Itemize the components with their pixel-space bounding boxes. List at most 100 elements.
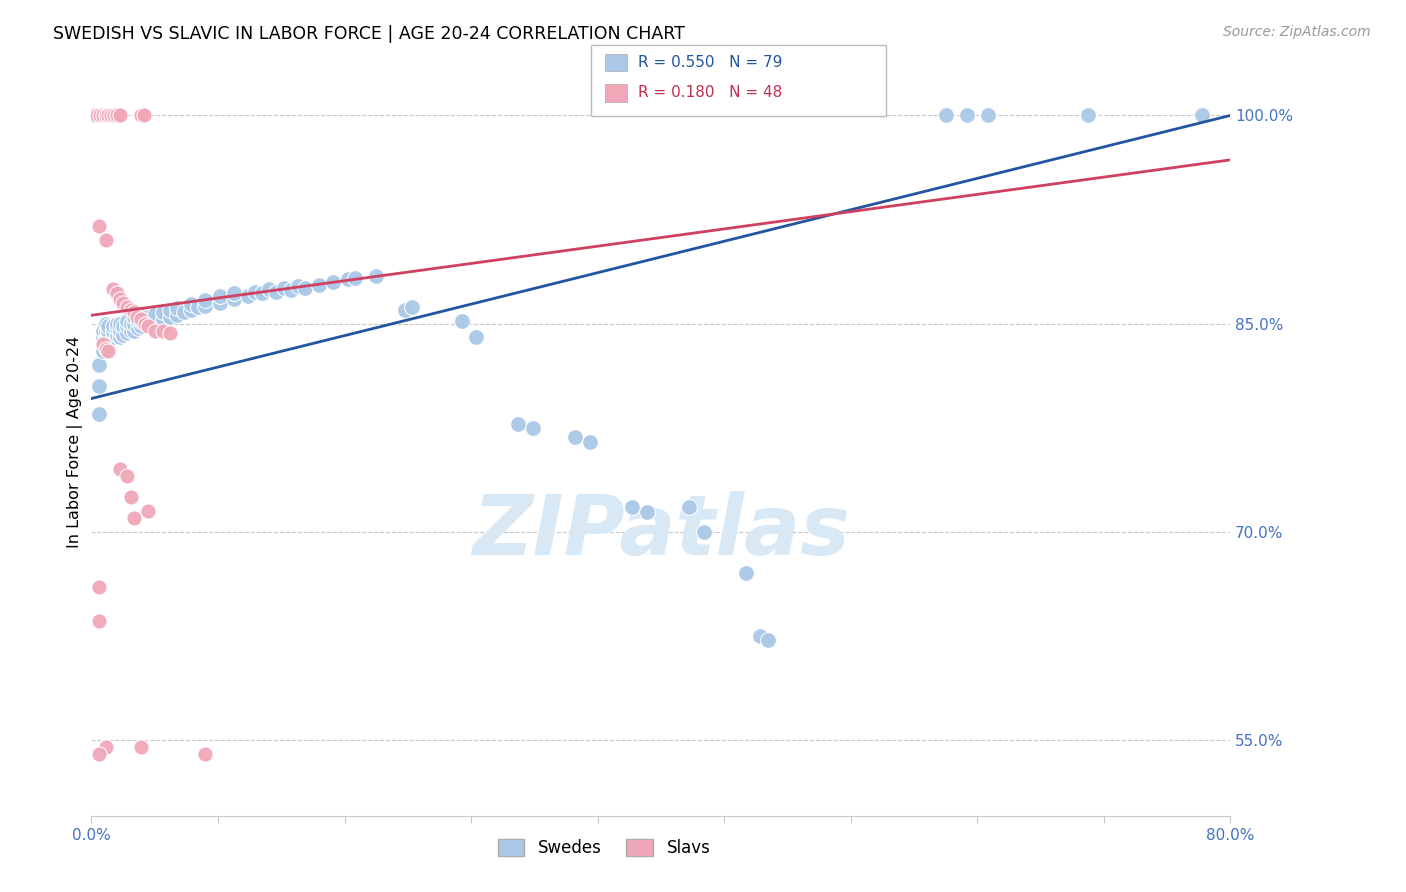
Point [120, 302, 142, 317]
Point [105, 286, 128, 301]
Point [294, 280, 316, 294]
Point [125, 310, 148, 324]
Point [87, 747, 110, 761]
Text: R = 0.180   N = 48: R = 0.180 N = 48 [638, 86, 783, 100]
Point [735, 566, 758, 581]
Point [91, 108, 114, 122]
Point [122, 305, 145, 319]
Point [508, 417, 530, 431]
Point [105, 317, 128, 331]
Point [94, 317, 117, 331]
Point [101, 324, 124, 338]
Point [208, 289, 231, 303]
Point [115, 314, 138, 328]
Point [86, 108, 108, 122]
Point [259, 282, 281, 296]
Point [138, 319, 160, 334]
Point [145, 324, 167, 338]
Point [94, 324, 117, 338]
Point [187, 300, 209, 314]
Point [115, 300, 138, 314]
Point [243, 285, 266, 299]
Point [94, 330, 117, 344]
Point [94, 108, 117, 122]
Point [100, 108, 122, 122]
Point [91, 330, 114, 344]
Point [194, 747, 217, 761]
Point [578, 434, 600, 449]
Point [97, 319, 120, 334]
Point [134, 317, 156, 331]
Point [152, 305, 174, 319]
Point [692, 524, 714, 539]
Point [364, 269, 387, 284]
Point [129, 108, 152, 122]
Point [564, 430, 586, 444]
Point [87, 407, 110, 421]
Point [180, 297, 202, 311]
Point [450, 314, 472, 328]
Point [636, 505, 658, 519]
Point [336, 272, 359, 286]
Point [129, 319, 152, 334]
Point [308, 277, 330, 292]
Point [343, 270, 366, 285]
Point [105, 327, 128, 342]
Point [120, 324, 142, 338]
Point [127, 314, 149, 328]
Point [250, 286, 273, 301]
Point [108, 330, 131, 344]
Point [91, 344, 114, 359]
Point [103, 108, 125, 122]
Point [166, 308, 188, 322]
Point [97, 344, 120, 359]
Point [87, 219, 110, 234]
Point [122, 317, 145, 331]
Point [222, 286, 245, 301]
Point [101, 282, 124, 296]
Point [111, 295, 134, 310]
Point [208, 295, 231, 310]
Point [129, 739, 152, 754]
Point [91, 324, 114, 338]
Point [621, 500, 644, 514]
Point [194, 299, 217, 313]
Point [122, 324, 145, 338]
Point [152, 324, 174, 338]
Point [111, 319, 134, 334]
Point [91, 337, 114, 351]
Point [111, 327, 134, 342]
Point [94, 233, 117, 247]
Point [83, 108, 105, 122]
Point [194, 293, 217, 307]
Point [152, 312, 174, 326]
Point [522, 420, 544, 434]
Point [159, 310, 181, 324]
Point [87, 580, 110, 594]
Point [97, 330, 120, 344]
Point [115, 469, 138, 483]
Point [678, 500, 700, 514]
Point [145, 307, 167, 321]
Point [87, 614, 110, 628]
Point [105, 108, 128, 122]
Point [145, 314, 167, 328]
Point [108, 292, 131, 306]
Point [89, 108, 111, 122]
Point [127, 320, 149, 334]
Point [87, 358, 110, 372]
Point [115, 326, 138, 341]
Point [394, 302, 416, 317]
Point [401, 300, 423, 314]
Point [129, 312, 152, 326]
Point [87, 379, 110, 393]
Point [138, 310, 160, 324]
Legend: Swedes, Slavs: Swedes, Slavs [491, 832, 717, 864]
Point [159, 326, 181, 341]
Point [287, 279, 309, 293]
Point [280, 283, 302, 297]
Point [122, 310, 145, 324]
Point [322, 275, 344, 289]
Point [1077, 108, 1099, 122]
Point [108, 462, 131, 476]
